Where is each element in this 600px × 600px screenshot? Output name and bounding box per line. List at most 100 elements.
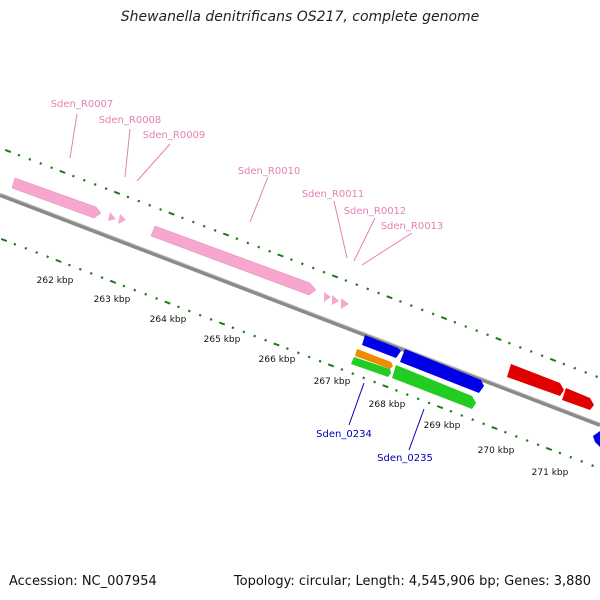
feature-cds-blue-small[interactable]: [362, 335, 401, 358]
inner-ring-minor-tick: [296, 351, 300, 355]
inner-ring-minor-tick: [416, 397, 420, 401]
outer-ring-minor-tick: [93, 182, 97, 186]
inner-ring-minor-tick: [362, 376, 366, 380]
inner-ring-minor-tick: [536, 443, 540, 447]
inner-ring-major-tick: [109, 279, 117, 284]
kbp-label-265: 265 kbp: [204, 335, 241, 345]
inner-ring-minor-tick: [253, 334, 257, 338]
outer-ring-major-tick: [495, 336, 502, 342]
feature-sden-r0010[interactable]: [150, 225, 317, 296]
feature-misc-orange[interactable]: [355, 349, 393, 369]
inner-ring-minor-tick: [122, 284, 126, 288]
inner-ring-minor-tick: [78, 267, 82, 271]
inner-ring-minor-tick: [591, 464, 595, 468]
outer-ring-minor-tick: [453, 320, 457, 324]
inner-ring-minor-tick: [155, 297, 159, 300]
inner-ring-minor-tick: [177, 305, 180, 309]
outer-ring-minor-tick: [17, 153, 21, 157]
outer-ring-minor-tick: [126, 195, 130, 199]
inner-ring-minor-tick: [144, 292, 148, 296]
map-title: Shewanella denitrificans OS217, complete…: [120, 9, 480, 25]
inner-ring-major-tick: [273, 342, 280, 347]
inner-ring-major-tick: [164, 300, 171, 305]
inner-ring-minor-tick: [242, 330, 246, 334]
inner-ring-minor-tick: [46, 255, 50, 259]
inner-ring-minor-tick: [471, 418, 475, 422]
kbp-label-263: 263 kbp: [94, 295, 131, 305]
outer-ring-minor-tick: [268, 249, 272, 253]
inner-ring-minor-tick: [558, 451, 562, 455]
outer-ring-minor-tick: [148, 203, 152, 207]
outer-ring-minor-tick: [191, 220, 195, 224]
outer-ring-minor-tick: [104, 187, 108, 191]
outer-ring-minor-tick: [475, 329, 479, 333]
feature-cds-red-2[interactable]: [562, 388, 594, 410]
accession-text: Accession: NC_007954: [9, 574, 157, 589]
feature-sden-r0012[interactable]: [332, 295, 339, 305]
kbp-label-271: 271 kbp: [532, 468, 569, 478]
inner-ring-minor-tick: [13, 242, 17, 246]
inner-ring-major-tick: [55, 258, 62, 263]
outer-ring-minor-tick: [181, 216, 184, 220]
outer-ring-minor-tick: [355, 283, 359, 287]
feature-sden-r0007[interactable]: [11, 177, 102, 219]
inner-ring-minor-tick: [133, 288, 137, 292]
outer-ring-minor-tick: [300, 262, 304, 266]
inner-ring-minor-tick: [100, 276, 104, 280]
inner-ring-minor-tick: [427, 401, 431, 405]
rrna-leader-lines: [69, 113, 413, 266]
label-sden-0235: Sden_0235: [377, 453, 433, 464]
outer-ring-minor-tick: [235, 237, 239, 241]
feature-cds-blue-edge[interactable]: [593, 431, 600, 447]
outer-ring-minor-tick: [431, 312, 435, 316]
inner-ring-major-tick: [218, 321, 226, 326]
feature-sden-r0011[interactable]: [324, 292, 331, 302]
inner-tick-ring: [0, 237, 595, 468]
outer-ring-minor-tick: [377, 291, 380, 295]
feature-sden-r0008[interactable]: [108, 212, 116, 221]
outer-ring-minor-tick: [366, 287, 370, 291]
inner-ring-minor-tick: [264, 338, 268, 342]
label-sden-r0011: Sden_R0011: [302, 189, 365, 200]
inner-ring-minor-tick: [580, 459, 584, 463]
outer-ring-major-tick: [4, 148, 12, 154]
inner-ring-major-tick: [327, 363, 335, 368]
outer-ring-minor-tick: [540, 354, 544, 358]
outer-ring-major-tick: [549, 357, 557, 362]
kbp-label-269: 269 kbp: [424, 421, 461, 431]
feature-cds-blue-large[interactable]: [400, 349, 484, 393]
label-sden-r0012: Sden_R0012: [344, 206, 407, 217]
inner-ring-minor-tick: [569, 455, 573, 459]
inner-ring-minor-tick: [67, 263, 71, 267]
inner-ring-minor-tick: [449, 409, 453, 413]
outer-ring-major-tick: [331, 274, 339, 279]
label-sden-r0010: Sden_R0010: [238, 166, 301, 177]
feature-cds-red-1[interactable]: [507, 364, 564, 396]
label-sden-r0008: Sden_R0008: [99, 115, 162, 126]
inner-ring-minor-tick: [394, 388, 398, 392]
outer-ring-major-tick: [113, 190, 121, 195]
outer-ring-minor-tick: [398, 299, 402, 303]
inner-ring-minor-tick: [351, 372, 355, 376]
inner-ring-minor-tick: [89, 271, 93, 275]
outer-ring-minor-tick: [159, 208, 163, 211]
feature-sden-r0009[interactable]: [118, 214, 126, 224]
outer-ring-minor-tick: [507, 341, 511, 345]
outer-tick-ring: [4, 148, 599, 379]
kbp-label-264: 264 kbp: [150, 315, 187, 325]
inner-ring-minor-tick: [514, 434, 518, 438]
inner-ring-minor-tick: [35, 251, 39, 254]
inner-ring-major-tick: [491, 425, 498, 431]
kbp-label-270: 270 kbp: [478, 446, 515, 456]
feature-sden-r0013[interactable]: [341, 298, 349, 309]
inner-ring-major-tick: [382, 384, 389, 389]
outer-ring-minor-tick: [562, 362, 566, 366]
outer-ring-minor-tick: [486, 333, 490, 337]
kbp-label-266: 266 kbp: [259, 355, 296, 365]
label-sden-r0009: Sden_R0009: [143, 130, 206, 141]
outer-ring-minor-tick: [344, 279, 348, 282]
feature-cds-sden-0234[interactable]: [351, 357, 391, 377]
feature-cds-sden-0235[interactable]: [392, 365, 476, 409]
outer-ring-major-tick: [386, 295, 393, 300]
outer-ring-minor-tick: [289, 258, 293, 262]
